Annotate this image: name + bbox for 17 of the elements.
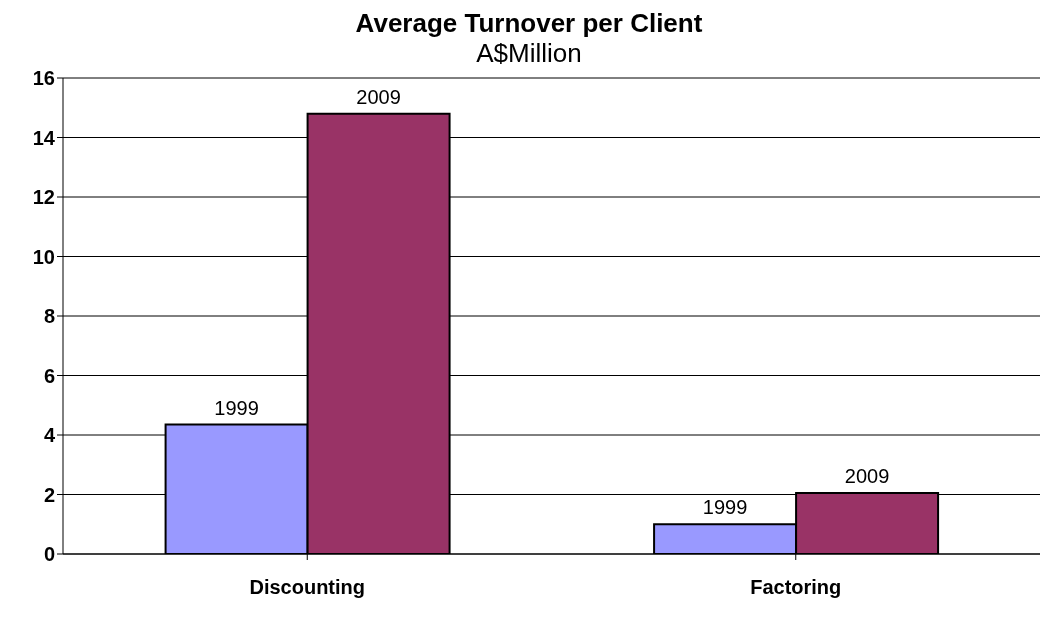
y-tick-label: 12: [32, 186, 55, 209]
text: 2009: [844, 465, 890, 488]
x-tick-label: Factoring: [750, 576, 842, 599]
y-tick-label: 8: [43, 305, 55, 328]
y-tick-label: 0: [43, 543, 55, 566]
series-label: 2009: [356, 85, 401, 108]
y-tick-label: 4: [43, 424, 56, 447]
chart-title: Average Turnover per Client: [354, 8, 704, 38]
series-label: 1999: [214, 396, 259, 419]
chart-subtitle: A$Million: [475, 38, 583, 68]
y-tick-label: 10: [32, 245, 55, 268]
x-tick-label: Discounting: [249, 576, 366, 599]
y-tick-label: 16: [32, 67, 55, 90]
y-tick-label: 6: [43, 364, 55, 387]
y-tick-label: 14: [32, 126, 56, 149]
y-tick-label: 2: [43, 483, 55, 506]
text: 1999: [702, 496, 748, 519]
